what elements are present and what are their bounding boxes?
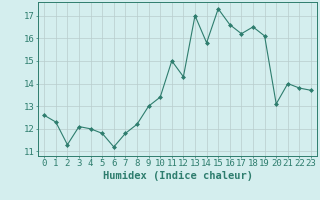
X-axis label: Humidex (Indice chaleur): Humidex (Indice chaleur) xyxy=(103,171,252,181)
